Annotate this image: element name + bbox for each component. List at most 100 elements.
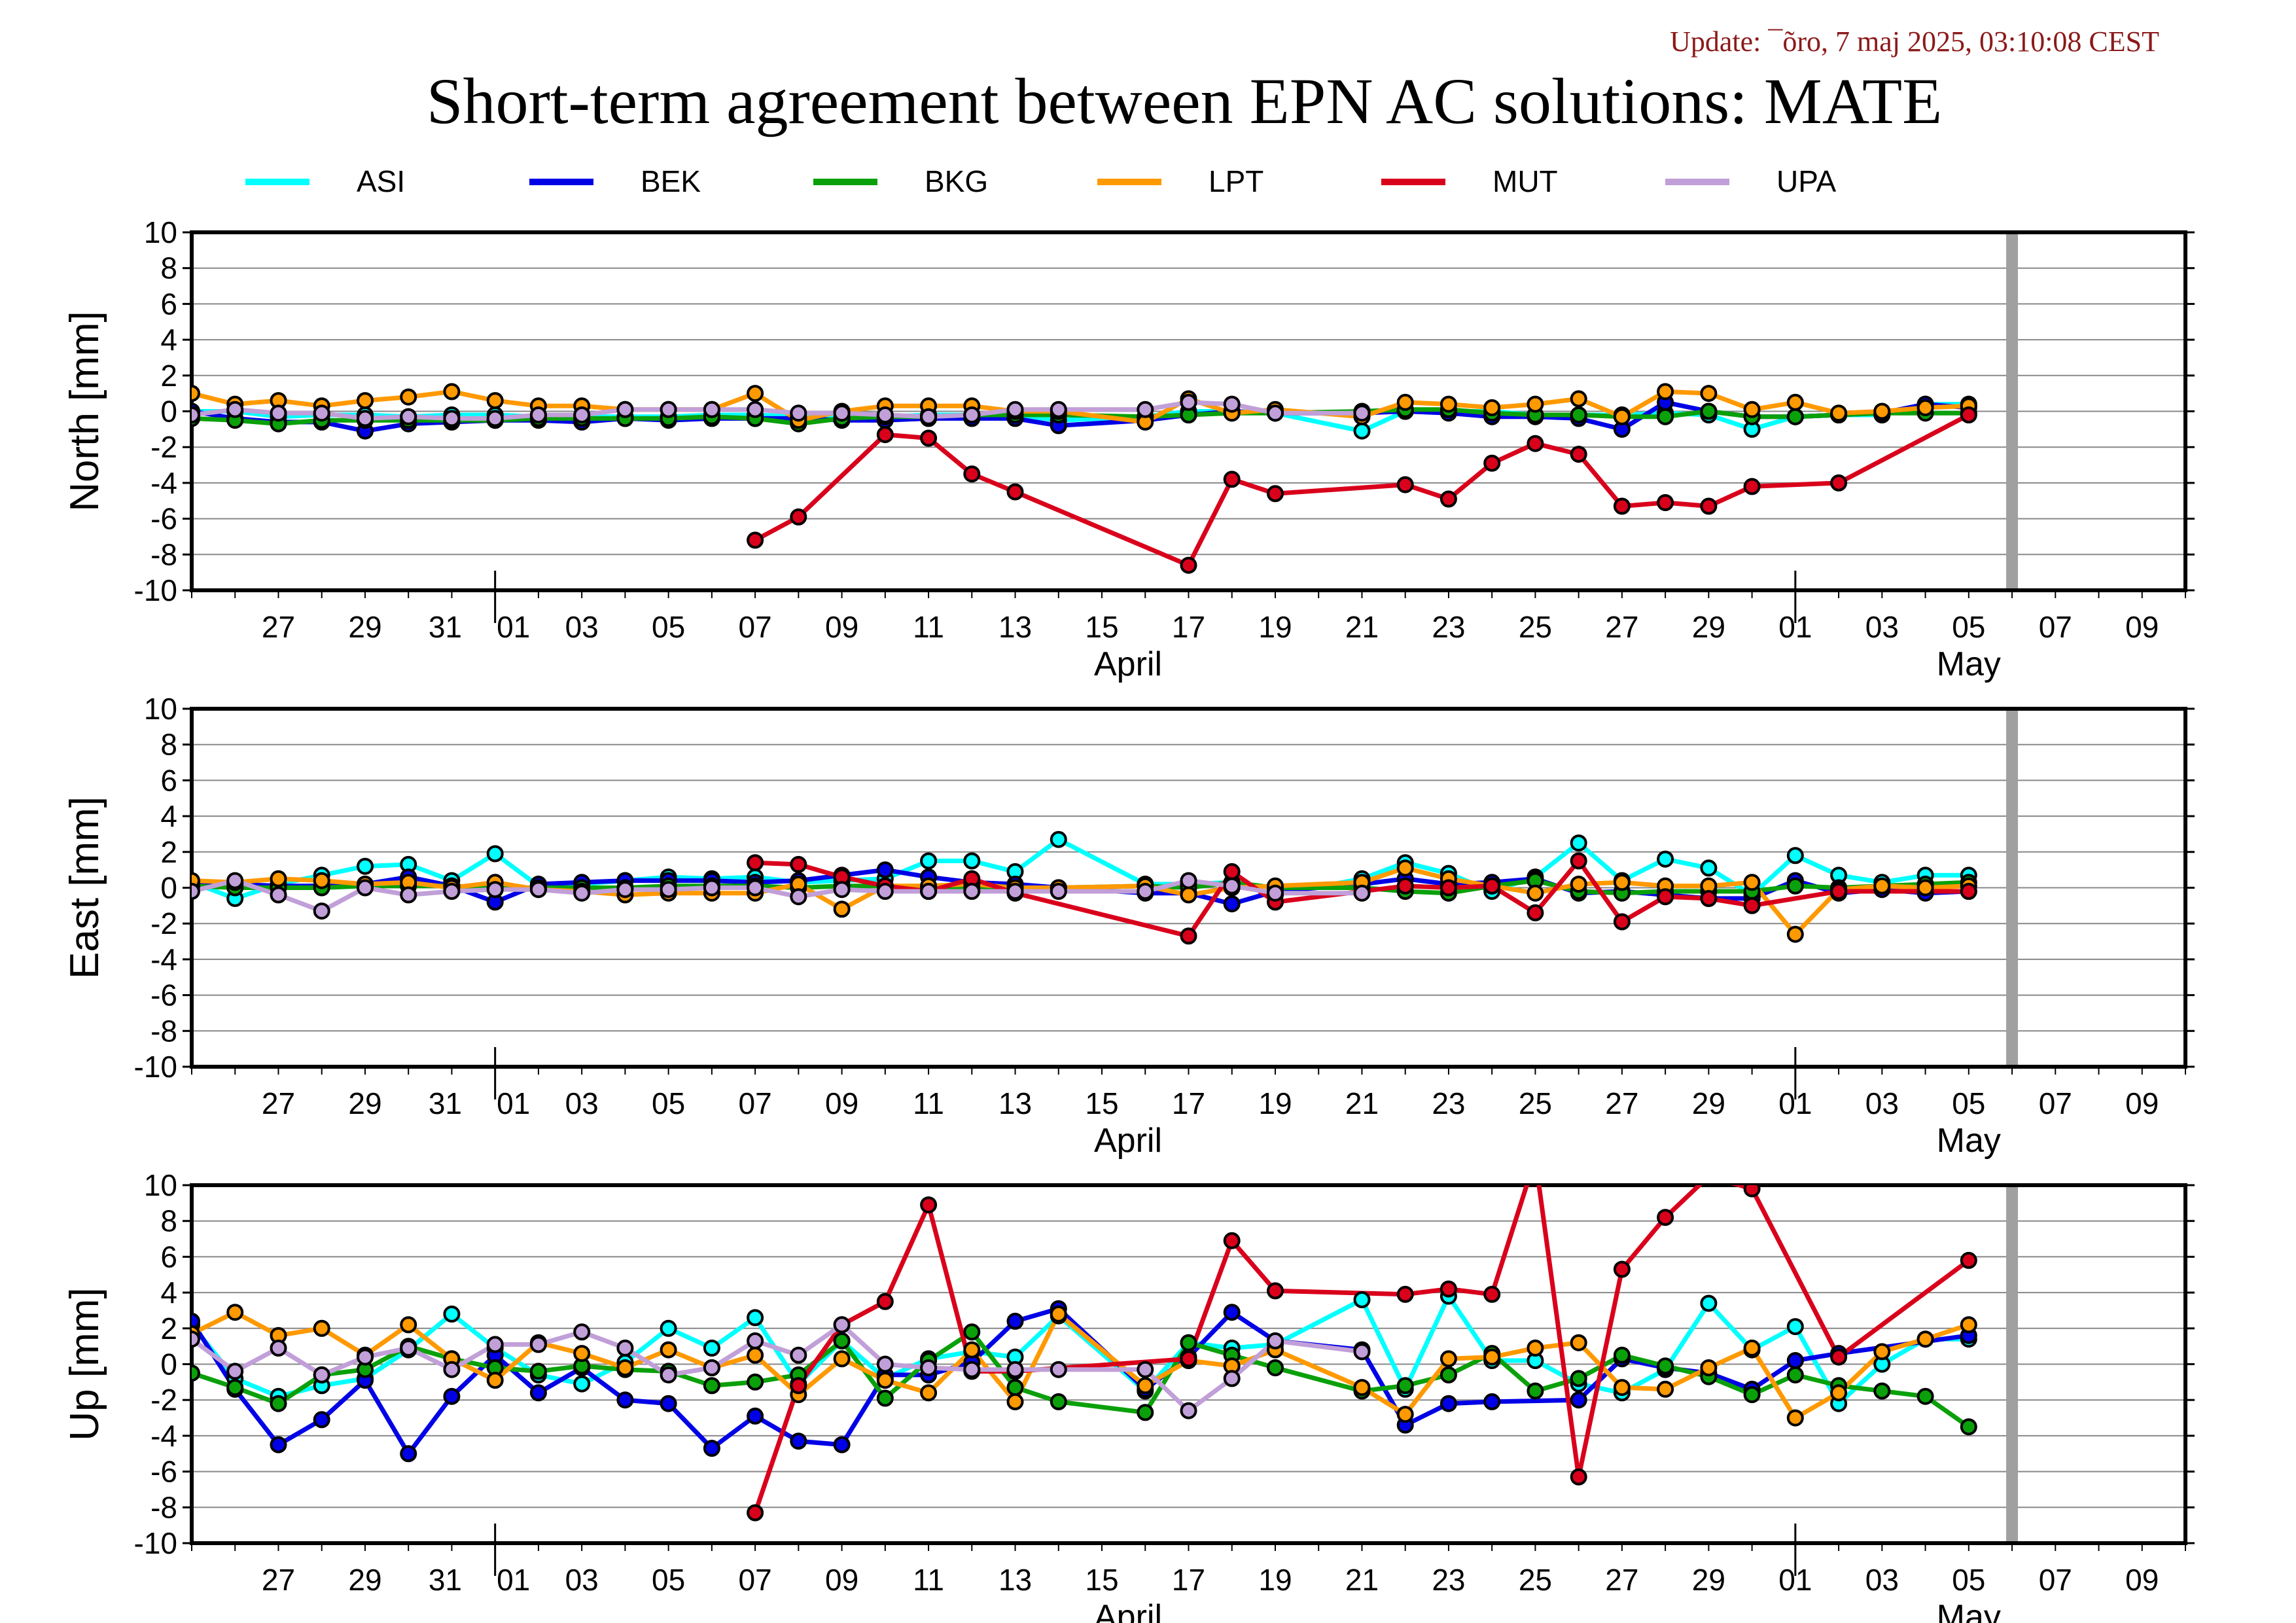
data-point-mut [1223,471,1241,488]
data-point-mut [1439,879,1457,897]
update-timestamp: Update: ¯õro, 7 maj 2025, 03:10:08 CEST [1670,26,2159,58]
data-point-mut [1657,888,1674,906]
y-tick-label: 10 [144,1168,177,1202]
y-tick-label: 4 [160,323,177,357]
x-tick-label: 23 [1432,1086,1465,1120]
data-point-bkg [1570,406,1587,423]
data-point-upa [1353,404,1371,422]
data-point-lpt [747,385,764,402]
y-tick-label: 0 [160,1347,177,1382]
data-point-upa [1223,1370,1241,1387]
x-tick-label: 13 [998,1086,1032,1120]
y-axis-label: North [mm] [62,311,107,512]
data-point-mut [1439,490,1457,508]
data-point-upa [833,404,851,422]
data-point-upa [573,406,591,423]
data-point-bkg [1267,1359,1284,1376]
data-point-mut [1180,927,1197,945]
data-point-mut [790,855,807,873]
data-point-upa [400,1339,417,1357]
data-point-upa [1006,1361,1024,1378]
data-point-mut [1483,454,1501,472]
y-tick-label: -4 [150,466,177,500]
x-tick-label: 01 [497,610,530,644]
data-point-upa [876,406,894,423]
data-point-upa [790,1346,807,1364]
data-point-lpt [313,1319,330,1337]
data-point-bkg [1050,1393,1067,1410]
data-point-bek [1483,1393,1501,1410]
data-point-mut [1396,877,1414,895]
data-point-bkg [833,1332,851,1349]
x-tick-label: 11 [913,1563,944,1597]
data-point-mut [1223,863,1241,880]
data-point-bek [270,1436,287,1454]
data-point-bek [1223,1304,1241,1321]
data-point-mut [1743,478,1761,495]
data-point-upa [1137,883,1154,900]
data-point-upa [573,884,591,902]
data-point-asi [920,852,938,870]
y-tick-label: 8 [160,1204,177,1238]
x-tick-label: 19 [1258,610,1292,644]
data-point-bkg [703,1377,720,1395]
data-point-upa [1137,401,1154,418]
data-point-asi [1353,1291,1371,1308]
today-marker [2006,709,2019,1067]
data-point-upa [529,406,547,423]
data-point-asi [1050,830,1067,848]
data-point-upa [747,1332,764,1349]
data-point-lpt [1700,1359,1718,1376]
x-tick-label: 11 [913,610,944,644]
x-tick-label: 07 [739,1563,772,1597]
x-tick-label: 27 [1605,1086,1638,1120]
x-tick-label: 03 [1865,1086,1899,1120]
data-point-bek [443,1387,461,1405]
x-tick-label: 31 [429,1563,462,1597]
data-point-lpt [1439,395,1457,413]
data-point-upa [790,888,807,906]
data-point-upa [1006,401,1024,418]
data-point-bek [876,861,894,879]
data-point-lpt [660,1341,677,1359]
data-point-lpt [1396,859,1414,877]
data-point-asi [747,1309,764,1327]
data-point-upa [616,401,634,418]
data-point-upa [703,401,720,418]
y-tick-label: -6 [150,978,177,1012]
data-point-upa [616,1339,634,1357]
data-point-asi [1786,847,1804,865]
data-point-upa [192,883,200,900]
data-point-mut [1267,1282,1284,1300]
legend-label-upa: UPA [1776,164,1836,198]
data-point-asi [486,845,504,863]
x-tick-label: 05 [1952,1563,1985,1597]
data-point-mut [1006,483,1024,501]
data-point-mut [1267,485,1284,503]
data-point-mut [1743,1185,1761,1198]
series-line-asi [192,837,1969,901]
data-point-bkg [1613,1346,1631,1364]
data-point-lpt [1960,1316,1977,1334]
data-point-mut [747,531,764,549]
month-label: May [1937,1598,2001,1623]
data-point-mut [1527,435,1544,452]
x-tick-label: 05 [1952,610,1985,644]
data-point-bkg [1570,1370,1587,1387]
legend: ASI BEK BKG LPT MUT UPA [245,164,1836,198]
data-point-mut [876,1293,894,1310]
data-point-lpt [1786,925,1804,943]
data-point-lpt [1527,1339,1544,1357]
data-point-mut [1830,474,1848,491]
data-point-lpt [1483,399,1501,416]
data-point-bek [790,1433,807,1450]
data-point-lpt [573,1345,591,1363]
data-point-asi [1700,1294,1718,1312]
data-point-asi [1353,422,1371,440]
data-point-bkg [1786,877,1804,895]
data-point-upa [833,1316,851,1334]
x-tick-label: 31 [429,610,462,644]
x-tick-label: 01 [1778,1086,1812,1120]
data-point-lpt [1570,1334,1587,1351]
data-point-upa [270,404,287,422]
